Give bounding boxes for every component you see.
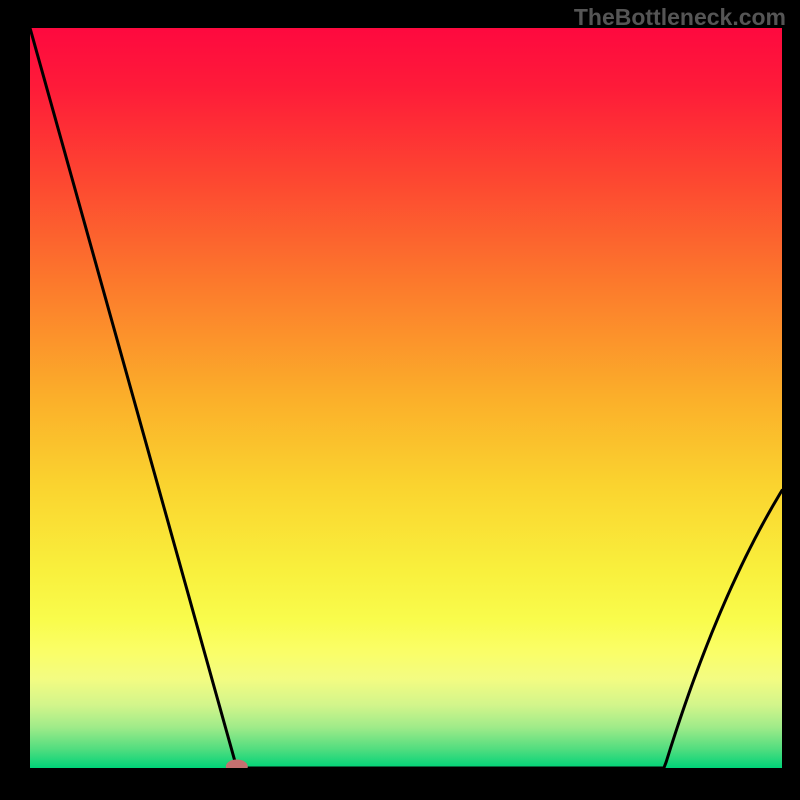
chart-container: TheBottleneck.com — [0, 0, 800, 800]
watermark-text: TheBottleneck.com — [574, 4, 786, 31]
curve-layer — [30, 28, 782, 768]
plot-area — [30, 28, 782, 768]
bottleneck-curve — [30, 28, 782, 768]
minimum-marker — [226, 760, 248, 768]
